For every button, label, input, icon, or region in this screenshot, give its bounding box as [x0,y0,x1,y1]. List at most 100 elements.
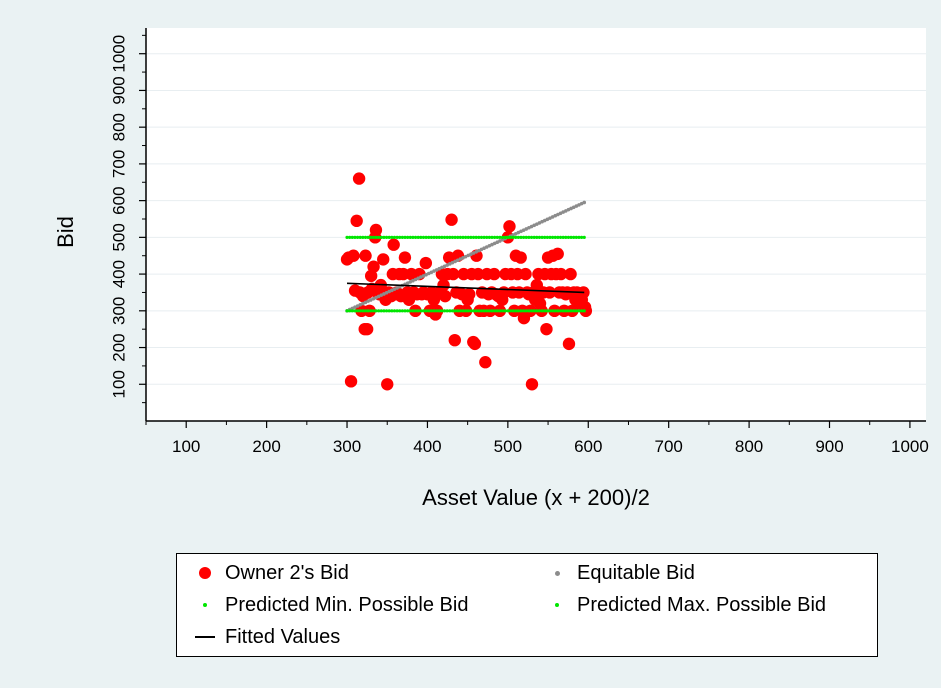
predicted-max-point [503,235,507,239]
predicted-max-point [424,235,428,239]
predicted-max-point [366,235,370,239]
predicted-min-point [453,309,457,313]
predicted-max-point [416,235,420,239]
predicted-min-point [382,309,386,313]
predicted-min-point [355,309,360,313]
y-tick-label: 1000 [110,35,129,73]
predicted-max-point [445,235,449,239]
predicted-min-point [495,309,499,313]
owner-bid-point [446,267,460,281]
y-tick-label: 400 [110,260,129,288]
predicted-min-point [450,309,455,313]
predicted-min-point [545,309,549,313]
x-tick-label: 400 [413,437,441,456]
predicted-min-point [522,309,526,313]
predicted-max-point [384,235,389,239]
predicted-max-point [514,235,518,239]
predicted-max-point [500,235,505,239]
predicted-max-point [450,235,455,239]
predicted-min-point [464,309,468,313]
predicted-min-point [514,309,518,313]
predicted-max-point [358,235,362,239]
predicted-min-point [406,309,410,313]
predicted-max-point [495,235,499,239]
predicted-max-point [487,235,491,239]
predicted-min-point [461,309,465,313]
owner-bid-point [540,322,553,336]
y-tick-label: 200 [110,333,129,361]
legend-label: Fitted Values [225,625,341,648]
owner-bid-point [347,249,360,262]
predicted-min-point [487,309,491,313]
green-dot-icon [191,592,219,618]
predicted-max-point [508,235,513,239]
predicted-max-point [511,235,515,239]
legend-label: Owner 2's Bid [225,561,349,584]
predicted-max-point [466,235,470,239]
predicted-min-point [569,309,573,313]
predicted-max-point [371,235,375,239]
predicted-max-point [435,235,439,239]
y-axis-label: Bid [53,216,78,248]
predicted-min-point [564,309,568,313]
predicted-max-point [471,235,476,239]
predicted-min-point [374,309,378,313]
predicted-max-point [516,235,520,239]
predicted-min-point [500,309,505,313]
predicted-min-point [471,309,476,313]
predicted-min-point [408,309,412,313]
predicted-min-point [353,309,357,313]
predicted-max-point [535,235,539,239]
predicted-max-point [532,235,536,239]
predicted-min-point [400,309,404,313]
predicted-max-point [569,235,573,239]
predicted-min-point [561,309,565,313]
series-layer [340,172,593,391]
predicted-max-point [561,235,565,239]
predicted-min-point [424,309,428,313]
predicted-min-point [582,309,586,313]
predicted-max-point [456,235,460,239]
predicted-min-point [537,309,542,313]
predicted-max-point [577,235,581,239]
green-dot-icon [543,592,571,618]
predicted-min-point [477,309,481,313]
predicted-min-point [506,309,510,313]
predicted-max-point [377,235,381,239]
predicted-min-point [503,309,507,313]
predicted-max-point [413,235,418,239]
equitable-bid-point [582,200,587,205]
x-tick-label: 600 [574,437,602,456]
owner-bid-point [350,214,363,228]
legend-item-owner-bid: Owner 2's Bid [191,560,349,586]
predicted-max-point [540,235,544,239]
x-tick-label: 300 [333,437,361,456]
predicted-max-point [524,235,528,239]
legend-item-predicted-max: Predicted Max. Possible Bid [543,592,826,618]
owner-bid-point [360,322,374,336]
axes-layer: 100 200 300 400 500 600 700 800 900 1000 100 200 300… [110,28,929,456]
predicted-max-point [382,235,386,239]
predicted-max-point [355,235,360,239]
owner-bid-point [514,251,527,264]
predicted-min-point [485,309,489,313]
owner-bid-point [479,356,492,369]
predicted-max-point [442,235,447,239]
predicted-max-point [348,235,352,239]
predicted-max-point [582,235,586,239]
owner-bid-point [369,223,383,237]
predicted-max-point [543,235,547,239]
owner-bid-point [359,249,372,262]
owner-bid-point [468,337,482,351]
predicted-min-point [516,309,520,313]
predicted-min-point [421,309,426,313]
predicted-max-point [548,235,552,239]
owner-bid-point [519,267,532,281]
predicted-min-point [519,309,523,313]
predicted-min-point [529,309,534,313]
predicted-max-point [353,235,357,239]
predicted-max-point [482,235,486,239]
predicted-max-point [458,235,462,239]
predicted-min-point [469,309,473,313]
predicted-min-point [456,309,460,313]
